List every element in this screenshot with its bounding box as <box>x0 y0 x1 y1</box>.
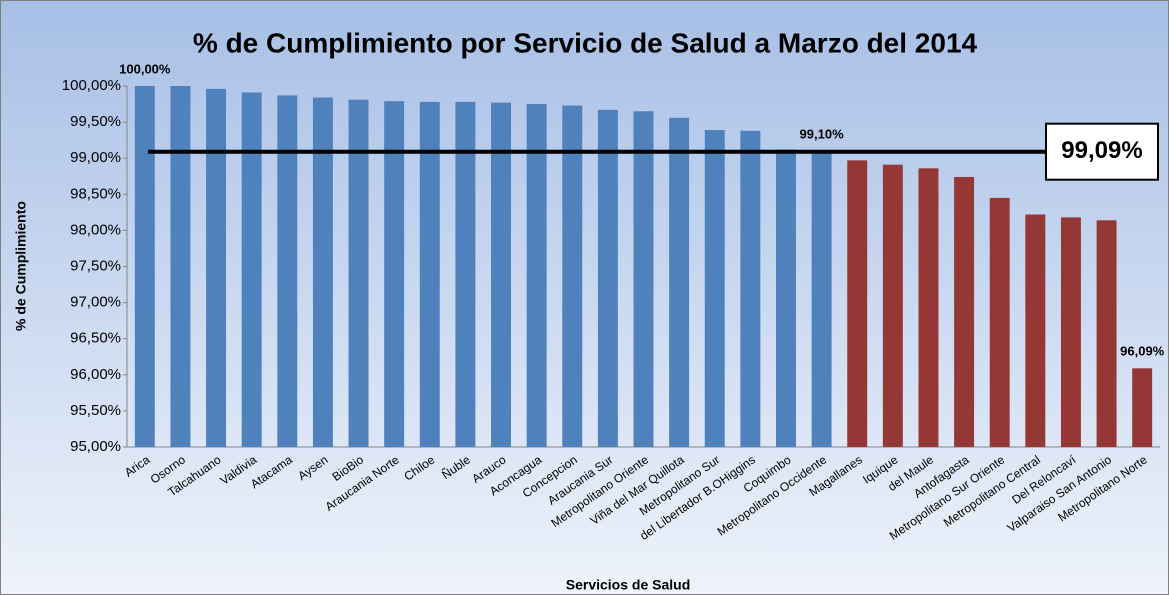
y-tick-label: 99,00% <box>70 149 121 166</box>
bar <box>1025 214 1046 447</box>
x-axis-label: Servicios de Salud <box>566 577 691 593</box>
bar <box>1060 217 1081 447</box>
bar <box>633 111 654 448</box>
bar <box>1096 220 1117 447</box>
y-tick-label: 100,00% <box>62 77 121 94</box>
bar <box>847 160 868 447</box>
y-tick-label: 95,00% <box>70 438 121 455</box>
bar <box>312 97 333 447</box>
bar <box>989 197 1010 447</box>
bar <box>776 149 796 447</box>
bar <box>669 117 690 447</box>
bar <box>562 105 583 447</box>
bar <box>1132 368 1153 447</box>
data-label: 100,00% <box>119 61 171 76</box>
bar <box>384 101 405 448</box>
bar <box>491 102 511 447</box>
bar <box>241 92 262 448</box>
bar <box>597 109 618 448</box>
chart-title: % de Cumplimiento por Servicio de Salud … <box>193 27 978 58</box>
bar <box>206 88 227 447</box>
bar <box>348 99 369 447</box>
data-label: 96,09% <box>1120 344 1165 359</box>
bar <box>419 101 440 447</box>
bar <box>954 176 975 448</box>
bar <box>704 130 725 448</box>
bar <box>170 86 191 447</box>
bar <box>526 104 547 448</box>
y-tick-label: 98,00% <box>70 221 121 238</box>
reference-box <box>1045 122 1159 181</box>
bar <box>455 101 476 447</box>
y-tick-label: 96,00% <box>70 366 121 383</box>
y-tick-label: 96,50% <box>70 330 121 347</box>
bar <box>882 164 903 447</box>
reference-label: 99,09% <box>1061 137 1142 164</box>
data-label: 99,10% <box>800 126 845 141</box>
y-tick-label: 97,00% <box>70 294 121 311</box>
bar <box>277 95 298 448</box>
bar <box>740 130 761 447</box>
y-axis-label: % de Cumplimiento <box>13 201 29 331</box>
y-tick-label: 98,50% <box>70 185 121 202</box>
bar <box>134 86 155 447</box>
bar <box>918 168 939 448</box>
y-tick-label: 95,50% <box>70 402 121 419</box>
y-tick-label: 99,50% <box>70 113 121 130</box>
bar <box>811 150 832 448</box>
y-tick-label: 97,50% <box>70 257 121 274</box>
